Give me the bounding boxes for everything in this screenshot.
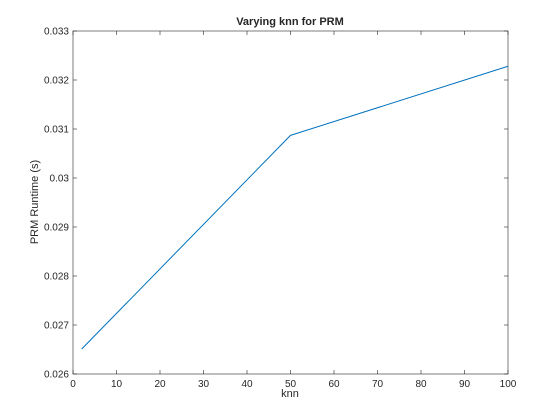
y-tick-label: 0.03 <box>50 174 70 185</box>
x-tick-label: 90 <box>459 379 471 390</box>
x-tick-label: 10 <box>111 379 123 390</box>
axis-ticks: 0 10 20 30 40 50 60 70 80 90 100 0.026 0.027 0.028 0.0… <box>44 27 517 391</box>
x-tick-label: 70 <box>372 379 384 390</box>
x-tick-label: 20 <box>154 379 166 390</box>
y-tick-label: 0.028 <box>44 272 69 283</box>
x-tick-label: 30 <box>198 379 210 390</box>
chart-title: Varying knn for PRM <box>236 16 344 28</box>
series-group <box>81 65 509 350</box>
x-tick-label: 40 <box>241 379 253 390</box>
x-tick-label: 80 <box>415 379 427 390</box>
y-tick-label: 0.029 <box>44 223 69 234</box>
y-tick-label: 0.026 <box>44 370 69 381</box>
y-axis-label: PRM Runtime (s) <box>29 160 41 244</box>
x-axis-label: knn <box>281 388 299 400</box>
y-tick-label: 0.031 <box>44 125 69 136</box>
x-tick-label: 50 <box>285 379 297 390</box>
y-tick-label: 0.027 <box>44 321 69 332</box>
x-tick-label: 100 <box>500 379 517 390</box>
x-tick-label: 0 <box>70 379 76 390</box>
y-tick-label: 0.033 <box>44 27 69 38</box>
y-tick-label: 0.032 <box>44 76 69 87</box>
plot-area <box>72 30 509 375</box>
x-tick-label: 60 <box>328 379 340 390</box>
series-line <box>81 65 509 350</box>
